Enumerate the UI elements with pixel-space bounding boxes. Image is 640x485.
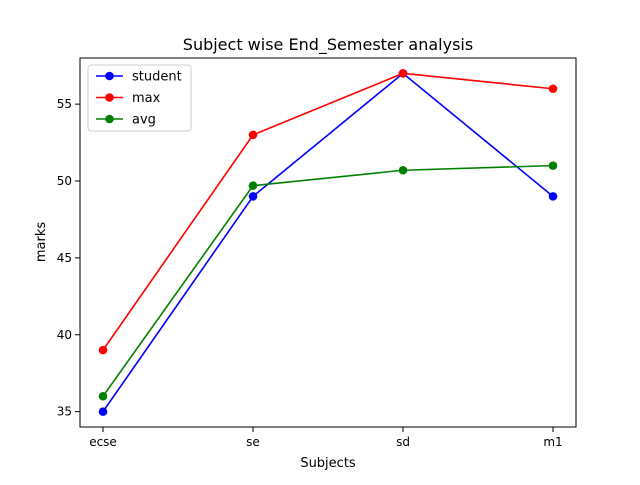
point-max-m1 bbox=[548, 84, 558, 94]
y-tick-label-35: 35 bbox=[57, 405, 72, 419]
legend-marker-avg bbox=[105, 114, 114, 124]
legend-marker-student bbox=[105, 71, 114, 81]
point-avg-m1 bbox=[548, 161, 558, 170]
legend-label-student: student bbox=[132, 70, 182, 85]
point-avg-sd bbox=[398, 165, 408, 175]
axes-frame bbox=[79, 57, 577, 428]
point-student-se bbox=[248, 192, 258, 201]
y-tick-label-55: 55 bbox=[57, 97, 72, 111]
x-tick-label-se: se bbox=[246, 435, 260, 449]
legend: student max avg bbox=[87, 64, 192, 132]
legend-marker-max bbox=[105, 93, 114, 102]
series-line-avg bbox=[102, 164, 554, 397]
y-tick-label-45: 45 bbox=[57, 251, 72, 265]
point-max-sd bbox=[398, 69, 408, 78]
legend-label-avg: avg bbox=[132, 113, 156, 128]
point-avg-se bbox=[248, 181, 258, 190]
y-axis-label: marks bbox=[34, 222, 49, 263]
point-max-ecse bbox=[98, 345, 108, 355]
legend-label-max: max bbox=[132, 91, 161, 106]
point-student-ecse bbox=[98, 407, 108, 416]
series-line-max bbox=[102, 72, 554, 351]
y-tick-label-50: 50 bbox=[57, 174, 72, 188]
plot-area: ecse se sd m1 35 40 45 50 55 bbox=[57, 57, 577, 449]
series-line-student bbox=[102, 72, 554, 413]
x-tick-label-m1: m1 bbox=[543, 435, 562, 449]
x-axis-label: Subjects bbox=[300, 456, 356, 471]
point-avg-ecse bbox=[98, 391, 108, 401]
chart-title: Subject wise End_Semester analysis bbox=[183, 35, 473, 55]
y-tick-label-40: 40 bbox=[57, 328, 72, 342]
legend-frame bbox=[87, 64, 192, 132]
point-student-m1 bbox=[548, 192, 558, 201]
x-tick-label-sd: sd bbox=[396, 435, 410, 449]
x-tick-label-ecse: ecse bbox=[89, 435, 117, 449]
point-max-se bbox=[248, 130, 258, 140]
